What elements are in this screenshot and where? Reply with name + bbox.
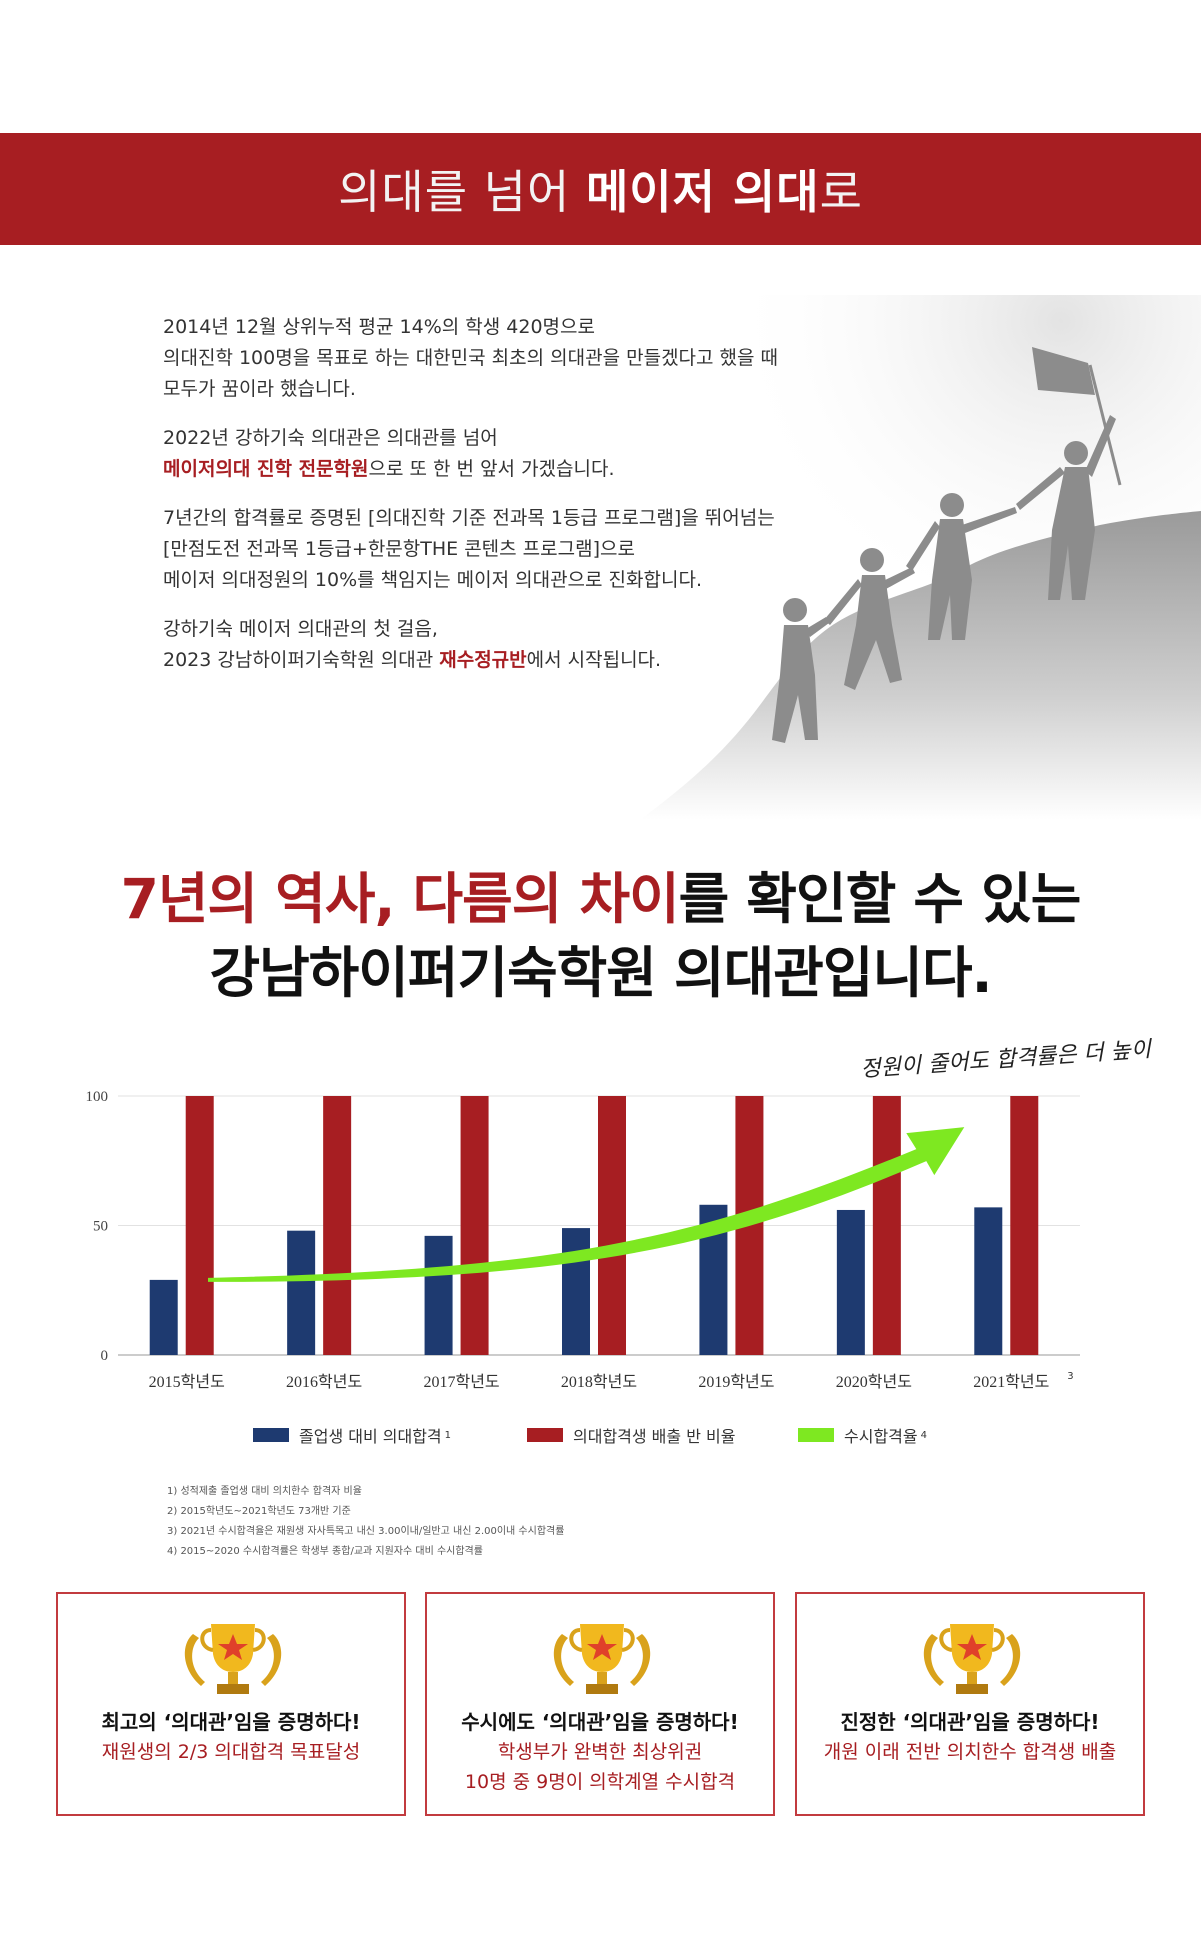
- x-tick-label: 2019학년도: [698, 1373, 774, 1391]
- card-description: 개원 이래 전반 의치한수 합격생 배출: [823, 1741, 1117, 1763]
- achievement-card-2: 수시에도 ‘의대관’임을 증명하다! 학생부가 완벽한 최상위권 10명 중 9…: [425, 1592, 775, 1816]
- card-description: 학생부가 완벽한 최상위권 10명 중 9명이 의학계열 수시합격: [464, 1741, 736, 1793]
- intro-highlight-1: 메이저의대 진학 전문학원: [163, 458, 369, 480]
- chart-footnotes: 1) 성적제출 졸업생 대비 의치한수 합격자 비율 2) 2015학년도~20…: [167, 1482, 564, 1562]
- footnote-4: 4) 2015~2020 수시합격률은 학생부 종합/교과 지원자수 대비 수시…: [167, 1546, 483, 1557]
- card-title: 최고의 ‘의대관’임을 증명하다!: [101, 1710, 361, 1734]
- bar-class-ratio: [460, 1096, 489, 1355]
- bar-class-ratio: [1010, 1096, 1039, 1355]
- legend-swatch-navy: [253, 1428, 289, 1442]
- bar-chart: 0 50 100 2015학년도 2016학년도 2017학년도 2018학년도 2019학년…: [86, 1089, 1080, 1391]
- trend-arrow: [208, 1127, 965, 1282]
- title-banner: 의대를 넘어 메이저 의대로: [0, 133, 1201, 245]
- bar-class-ratio: [323, 1096, 352, 1355]
- bar-graduate-ratio: [149, 1279, 178, 1355]
- banner-title: 의대를 넘어 메이저 의대로: [338, 165, 863, 219]
- intro-paragraph-4: 강하기숙 메이저 의대관의 첫 걸음, 2023 강남하이퍼기숙학원 의대관 재…: [163, 618, 662, 671]
- intro-paragraph-3: 7년간의 합격률로 증명된 [의대진학 기준 전과목 1등급 프로그램]을 뛰어…: [163, 507, 775, 591]
- achievement-card-1: 최고의 ‘의대관’임을 증명하다! 재원생의 2/3 의대합격 목표달성: [56, 1592, 406, 1816]
- intro-paragraph-1: 2014년 12월 상위누적 평균 14%의 학생 420명으로 의대진학 10…: [163, 316, 779, 400]
- section-headline: 7년의 역사, 다름의 차이를 확인할 수 있는 강남하이퍼기숙학원 의대관입니…: [0, 862, 1201, 1010]
- bar-graduate-ratio: [974, 1207, 1003, 1355]
- climbers-illustration: [640, 295, 1201, 820]
- trophy-icon: [923, 1624, 1021, 1694]
- y-tick-label: 0: [101, 1348, 109, 1364]
- legend-item-graduate-ratio: 졸업생 대비 의대합격 1: [253, 1423, 451, 1447]
- y-tick-label: 50: [93, 1219, 108, 1235]
- bar-class-ratio: [185, 1096, 214, 1355]
- x-tick-label: 2017학년도: [423, 1373, 499, 1391]
- card-title: 수시에도 ‘의대관’임을 증명하다!: [461, 1710, 739, 1734]
- legend-item-early-admission: 수시합격율 4: [798, 1423, 927, 1447]
- intro-highlight-2: 재수정규반: [439, 649, 527, 671]
- intro-text: 2014년 12월 상위누적 평균 14%의 학생 420명으로 의대진학 10…: [163, 312, 863, 694]
- card-title: 진정한 ‘의대관’임을 증명하다!: [840, 1710, 1100, 1734]
- trophy-icon: [184, 1624, 282, 1694]
- footnote-1: 1) 성적제출 졸업생 대비 의치한수 합격자 비율: [167, 1486, 362, 1497]
- y-tick-label: 100: [86, 1089, 109, 1105]
- x-tick-superscript: 3: [1067, 1371, 1073, 1382]
- card-description: 재원생의 2/3 의대합격 목표달성: [101, 1741, 361, 1763]
- bar-graduate-ratio: [562, 1228, 590, 1355]
- x-tick-label: 2018학년도: [561, 1373, 637, 1391]
- bar-graduate-ratio: [287, 1230, 316, 1355]
- bar-graduate-ratio: [836, 1209, 865, 1355]
- chart-handwritten-note: 정원이 줄어도 합격률은 더 높이: [859, 1037, 1152, 1083]
- legend-item-class-ratio: 의대합격생 배출 반 비율: [527, 1423, 735, 1447]
- headline-line-2: 강남하이퍼기숙학원 의대관입니다.: [209, 941, 992, 1005]
- headline-line-1: 7년의 역사, 다름의 차이를 확인할 수 있는: [120, 867, 1082, 931]
- footnote-3: 3) 2021년 수시합격율은 재원생 자사특목고 내신 3.00이내/일반고 …: [167, 1526, 565, 1537]
- bar-class-ratio: [598, 1096, 626, 1355]
- x-tick-label: 2021학년도: [973, 1373, 1049, 1391]
- chart-legend: 졸업생 대비 의대합격 1 의대합격생 배출 반 비율 수시합격율 4: [250, 1423, 1050, 1453]
- achievement-card-3: 진정한 ‘의대관’임을 증명하다! 개원 이래 전반 의치한수 합격생 배출: [795, 1592, 1145, 1816]
- bar-graduate-ratio: [424, 1235, 453, 1355]
- bar-class-ratio: [872, 1096, 901, 1355]
- legend-swatch-green: [798, 1428, 834, 1442]
- x-tick-label: 2016학년도: [286, 1373, 362, 1391]
- legend-swatch-red: [527, 1428, 563, 1442]
- footnote-2: 2) 2015학년도~2021학년도 73개반 기준: [167, 1506, 351, 1517]
- trophy-icon: [553, 1624, 651, 1694]
- intro-paragraph-2: 2022년 강하기숙 의대관은 의대관를 넘어 메이저의대 진학 전문학원으로 …: [163, 427, 615, 480]
- x-tick-label: 2015학년도: [149, 1373, 225, 1391]
- x-tick-label: 2020학년도: [836, 1373, 912, 1391]
